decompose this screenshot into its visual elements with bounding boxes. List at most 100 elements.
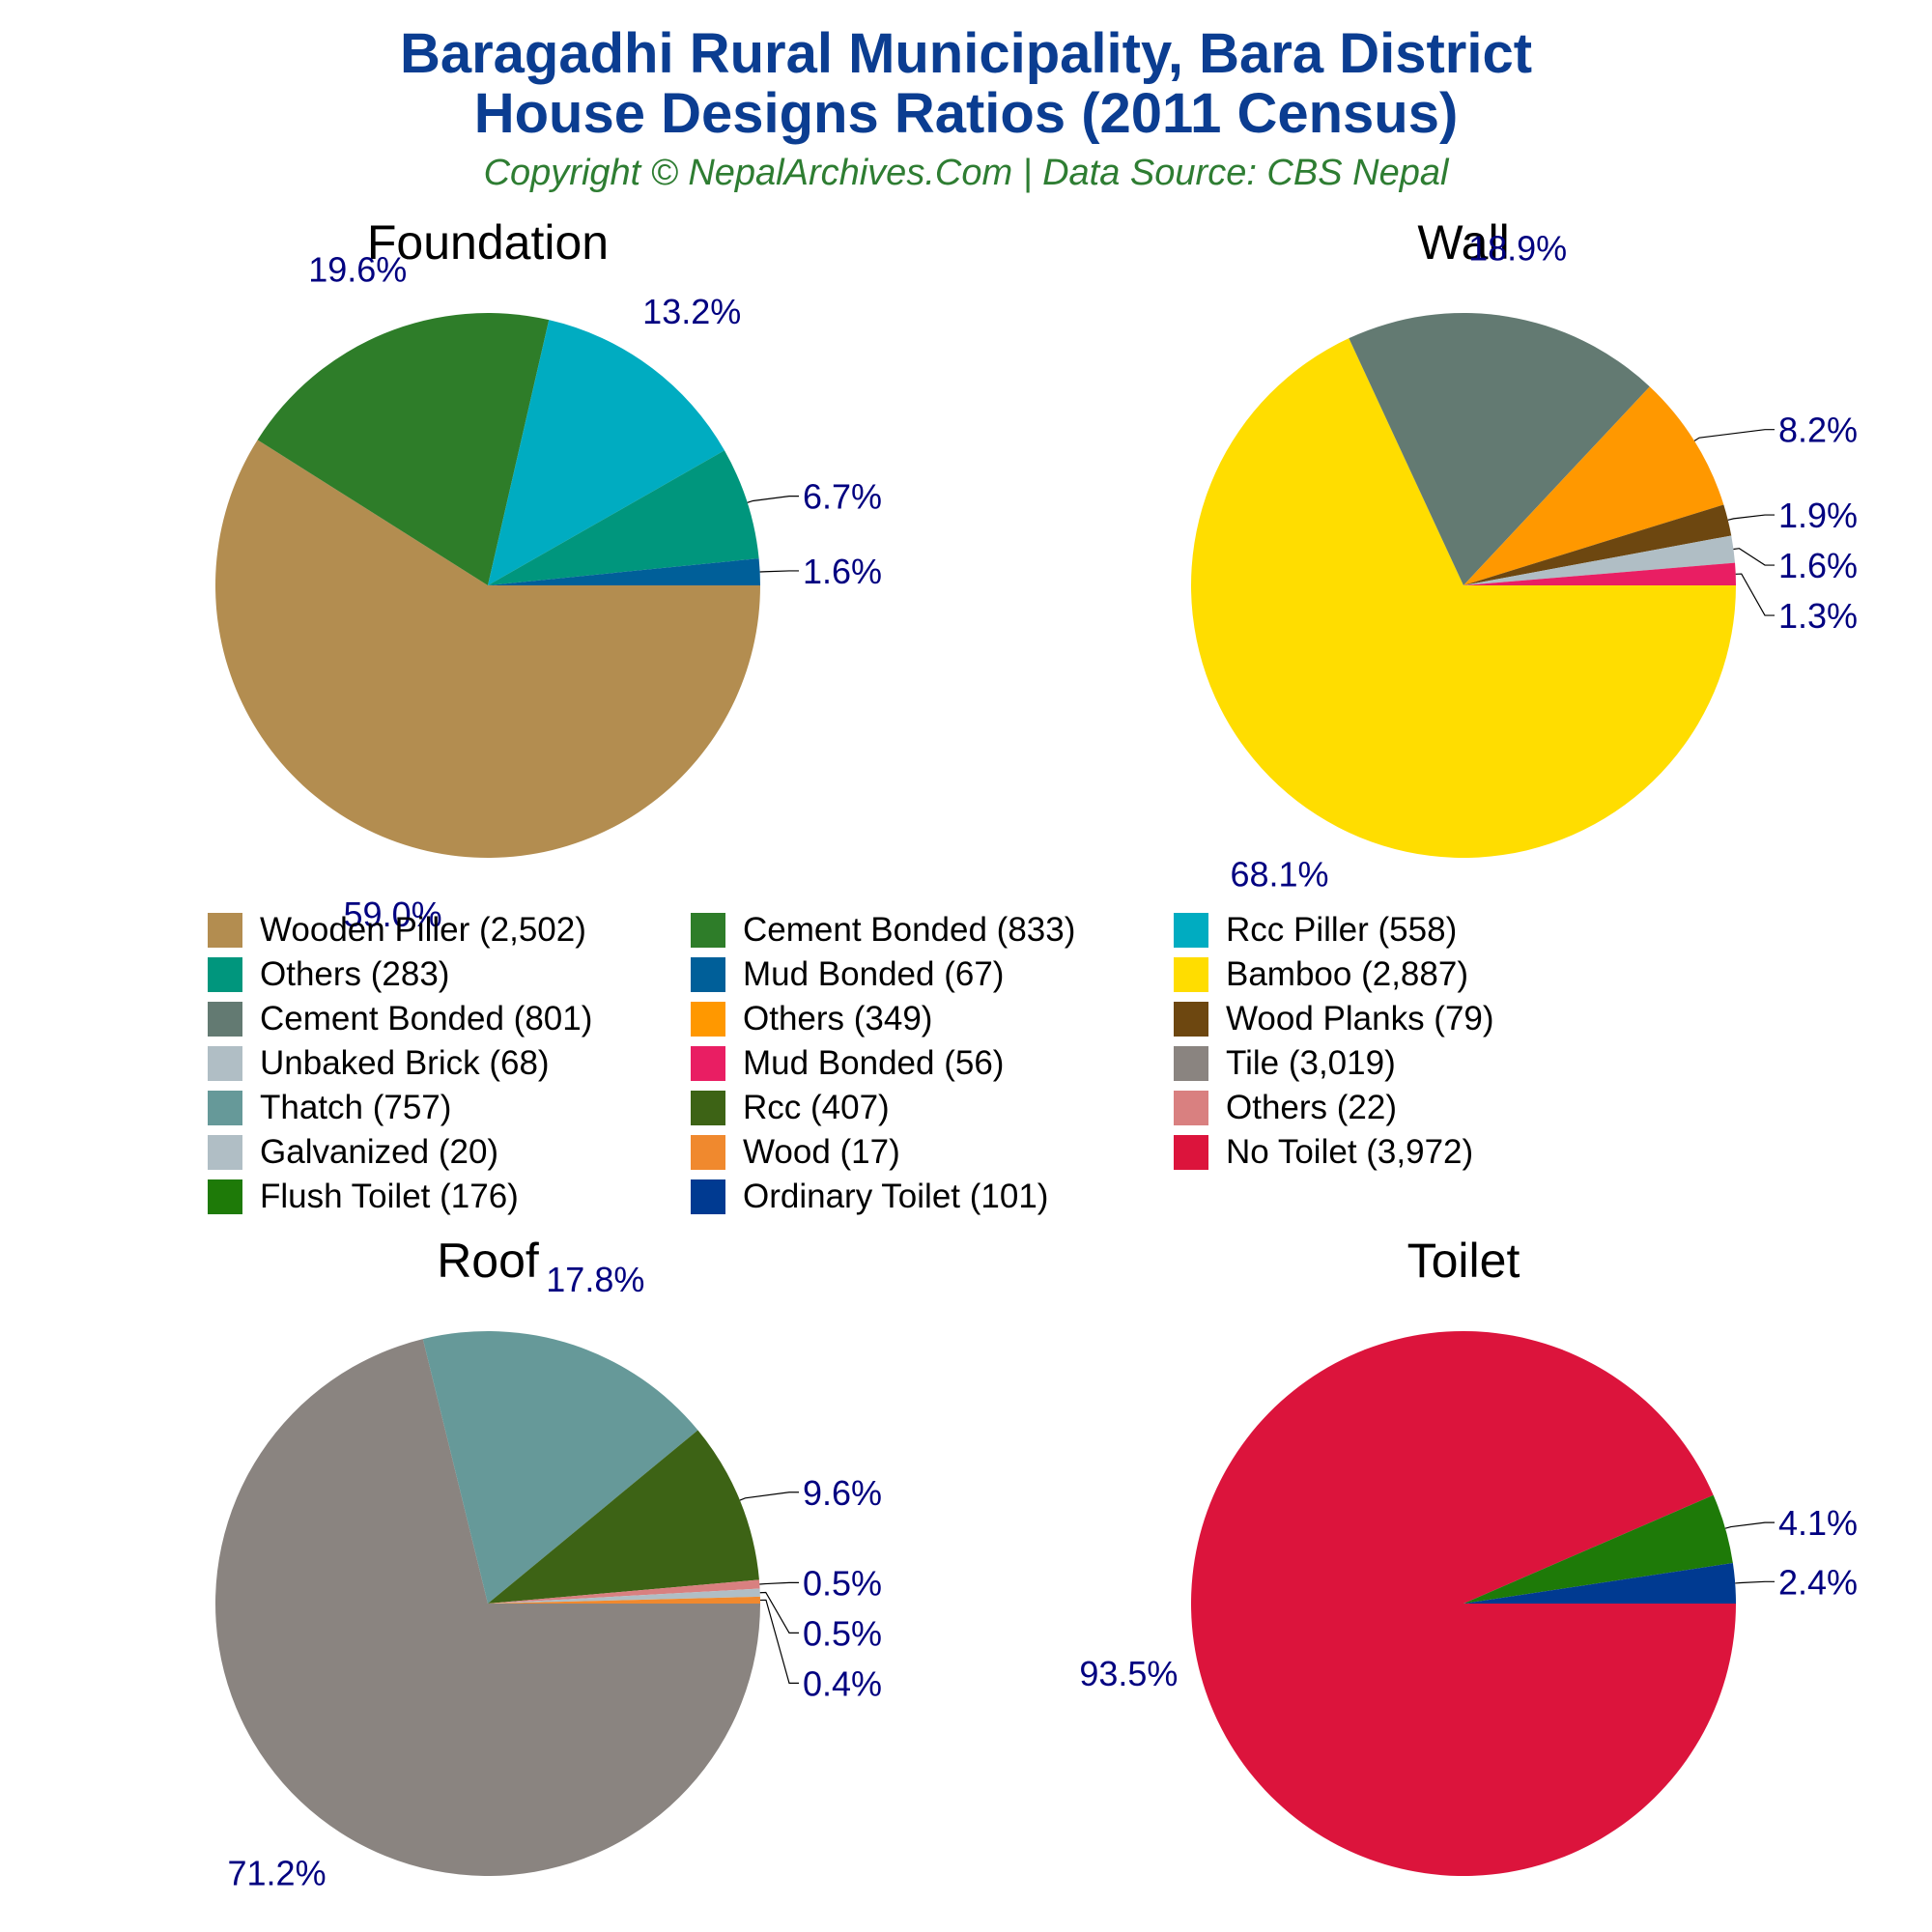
legend-item: Wood (17) <box>691 1133 1174 1171</box>
legend-item: Unbaked Brick (68) <box>208 1044 691 1082</box>
wall-leader-line <box>1727 514 1775 521</box>
legend-item: Tile (3,019) <box>1174 1044 1657 1082</box>
roof-slice-galvanized <box>488 1588 760 1604</box>
legend-swatch <box>691 1046 725 1081</box>
roof-slice-wood <box>488 1596 760 1604</box>
roof-leader-line <box>759 1591 799 1634</box>
wall-slice-unbaked-brick <box>1463 535 1736 585</box>
wall-percent-label: 8.2% <box>1778 411 1858 450</box>
legend-swatch <box>208 913 242 948</box>
legend-item: Others (349) <box>691 1000 1174 1037</box>
legend-label: Others (349) <box>743 1000 933 1037</box>
toilet-leader-line <box>1735 1580 1775 1584</box>
legend-swatch <box>208 1046 242 1081</box>
toilet-pie: Toilet 93.5% 4.1% 2.4% <box>1079 1234 1858 1876</box>
toilet-slice-ordinary-toilet <box>1463 1563 1736 1604</box>
legend-swatch <box>691 913 725 948</box>
legend-label: Wood Planks (79) <box>1226 1000 1494 1037</box>
wall-percent-label: 1.3% <box>1778 596 1858 636</box>
roof-leader-line <box>739 1492 799 1501</box>
foundation-slice-rcc-piller <box>488 320 724 585</box>
toilet-percent-label: 2.4% <box>1778 1562 1858 1602</box>
foundation-leader-line <box>747 496 799 503</box>
roof-percent-label: 0.5% <box>803 1613 882 1653</box>
legend-label: Galvanized (20) <box>260 1133 499 1171</box>
chart-title-line2: House Designs Ratios (2011 Census) <box>473 82 1459 145</box>
legend-label: Wood (17) <box>743 1133 900 1171</box>
toilet-slice-flush-toilet <box>1463 1494 1733 1604</box>
legend-item: Ordinary Toilet (101) <box>691 1178 1174 1215</box>
foundation-percent-label: 59.0% <box>344 895 442 934</box>
legend-swatch <box>691 1091 725 1125</box>
legend-label: Cement Bonded (833) <box>743 911 1076 949</box>
toilet-pie-title: Toilet <box>1407 1234 1520 1288</box>
foundation-pie-title: Foundation <box>367 215 609 270</box>
legend-label: Unbaked Brick (68) <box>260 1044 550 1082</box>
legend-swatch <box>1174 957 1208 992</box>
foundation-leader-line <box>759 570 799 573</box>
foundation-percent-label: 1.6% <box>803 552 882 591</box>
roof-leader-line <box>759 1581 799 1585</box>
roof-slice-thatch <box>422 1331 698 1604</box>
roof-percent-label: 71.2% <box>228 1854 327 1893</box>
roof-percent-label: 17.8% <box>546 1260 644 1299</box>
foundation-slice-mud-bonded <box>488 558 760 585</box>
wall-slice-bamboo <box>1191 338 1736 858</box>
legend-swatch <box>208 1002 242 1037</box>
legend-item: Mud Bonded (67) <box>691 955 1174 993</box>
legend-item: Cement Bonded (833) <box>691 911 1174 949</box>
toilet-leader-line <box>1724 1521 1775 1529</box>
wall-slice-mud-bonded <box>1463 562 1736 585</box>
toilet-percent-label: 93.5% <box>1079 1654 1178 1693</box>
legend-label: Tile (3,019) <box>1226 1044 1396 1082</box>
legend-label: Mud Bonded (56) <box>743 1044 1005 1082</box>
legend-label: No Toilet (3,972) <box>1226 1133 1474 1171</box>
roof-percent-label: 0.4% <box>803 1663 882 1703</box>
wall-percent-label: 1.9% <box>1778 496 1858 535</box>
foundation-slice-wooden-piller <box>214 440 760 858</box>
legend-swatch <box>1174 1135 1208 1170</box>
legend-label: Rcc (407) <box>743 1089 890 1126</box>
legend-label: Others (22) <box>1226 1089 1397 1126</box>
legend-swatch <box>1174 1002 1208 1037</box>
wall-leader-line <box>1735 573 1775 616</box>
foundation-percent-label: 13.2% <box>642 292 741 331</box>
wall-pie-title: Wall <box>1417 215 1509 270</box>
foundation-slice-others <box>488 450 759 585</box>
roof-percent-label: 9.6% <box>803 1473 882 1513</box>
legend-item: Others (22) <box>1174 1089 1657 1126</box>
legend-item: Thatch (757) <box>208 1089 691 1126</box>
wall-pie: Wall 68.1% 18.9% 8.2% 1.9% 1.6% 1.3% <box>1191 215 1858 894</box>
chart-subtitle: Copyright © NepalArchives.Com | Data Sou… <box>483 153 1449 193</box>
legend-swatch <box>691 957 725 992</box>
toilet-percent-label: 4.1% <box>1778 1503 1858 1543</box>
legend-label: Others (283) <box>260 955 450 993</box>
legend-swatch <box>208 957 242 992</box>
legend-item: Wooden Piller (2,502) <box>208 911 691 949</box>
wall-slice-cement-bonded <box>1349 313 1650 585</box>
chart-title-line1: Baragadhi Rural Municipality, Bara Distr… <box>399 22 1533 85</box>
wall-slice-wood-planks <box>1463 504 1732 585</box>
foundation-pie: Foundation 59.0% 19.6% 13.2% 6.7% 1.6% <box>214 215 882 934</box>
legend-item: Cement Bonded (801) <box>208 1000 691 1037</box>
legend-item: Rcc (407) <box>691 1089 1174 1126</box>
legend-label: Mud Bonded (67) <box>743 955 1005 993</box>
wall-leader-line <box>1693 429 1775 441</box>
roof-slice-rcc <box>488 1430 759 1604</box>
legend-swatch <box>208 1135 242 1170</box>
roof-slice-others <box>488 1579 760 1604</box>
roof-pie-title: Roof <box>437 1234 539 1288</box>
legend-label: Cement Bonded (801) <box>260 1000 593 1037</box>
wall-percent-label: 18.9% <box>1468 228 1567 268</box>
legend-item: Bamboo (2,887) <box>1174 955 1657 993</box>
legend-item: Galvanized (20) <box>208 1133 691 1171</box>
legend-label: Rcc Piller (558) <box>1226 911 1458 949</box>
roof-leader-line <box>759 1599 799 1685</box>
legend: Wooden Piller (2,502) Cement Bonded (833)… <box>208 911 1715 1215</box>
legend-swatch <box>1174 1091 1208 1125</box>
legend-label: Bamboo (2,887) <box>1226 955 1468 993</box>
legend-label: Wooden Piller (2,502) <box>260 911 586 949</box>
legend-swatch <box>691 1135 725 1170</box>
